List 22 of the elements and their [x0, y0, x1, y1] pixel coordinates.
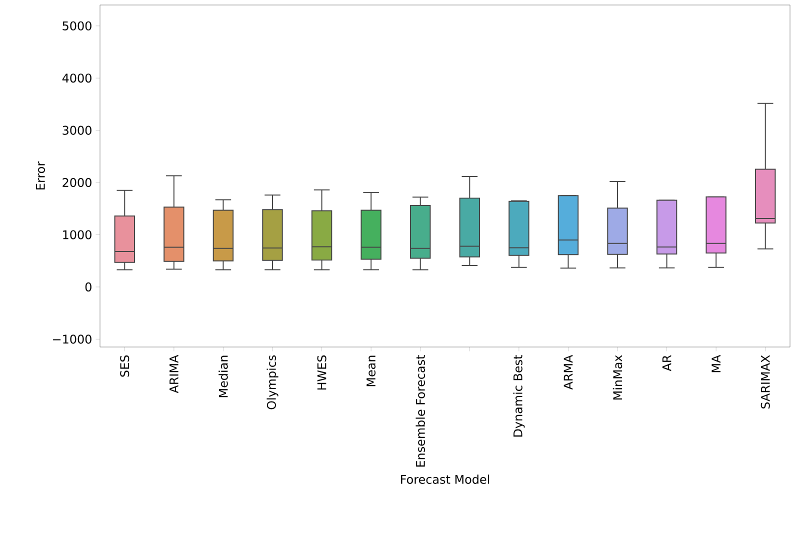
x-tick-label: HWES [317, 355, 326, 390]
x-tick-label: ARIMA [170, 354, 178, 394]
y-axis-title: Error [36, 161, 45, 190]
x-tick-label: Ensemble Forecast [416, 355, 425, 467]
x-tick-label: SES [120, 355, 130, 377]
x-tick-label: SARIMAX [760, 355, 770, 408]
x-tick-label: Median [218, 356, 228, 398]
x-tick-label: MA [712, 354, 720, 372]
x-tick-label: Mean [366, 356, 376, 386]
x-tick-label: ARMA [564, 354, 573, 390]
y-tick-label: −1000 [53, 334, 92, 344]
x-axis-title: Forecast Model [401, 474, 490, 484]
y-tick-label: 3000 [62, 126, 92, 135]
x-tick-label: Olympics [266, 355, 278, 410]
x-tick-label: AR [662, 355, 672, 372]
y-tick-label: 5000 [62, 21, 92, 30]
y-tick-label: 1000 [63, 230, 92, 240]
y-tick-label: 2000 [62, 178, 92, 188]
y-tick-label: 0 [85, 282, 92, 292]
x-tick-label: Dynamic Best [513, 355, 525, 437]
y-tick-label: 4000 [62, 74, 92, 83]
x-tick-label: MinMax [612, 355, 622, 400]
